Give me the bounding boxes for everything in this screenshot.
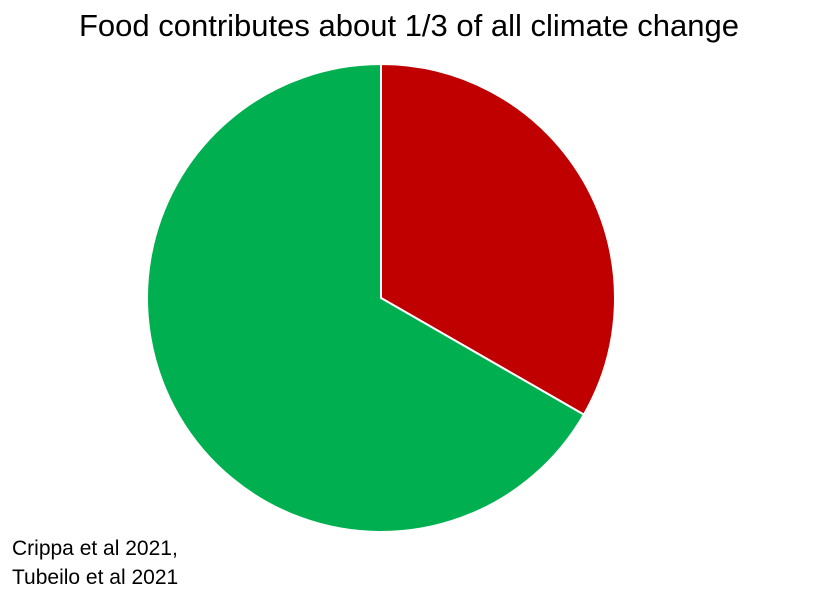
chart-title: Food contributes about 1/3 of all climat… — [78, 8, 740, 43]
pie-slice-1 — [380, 63, 616, 416]
source-line-2: Tubeilo et al 2021 — [12, 566, 179, 589]
source-line-1: Crippa et al 2021, — [12, 537, 178, 560]
pie-slices — [146, 63, 616, 533]
pie-slice-2 — [146, 63, 585, 533]
source-note: Crippa et al 2021, Tubeilo et al 2021 — [12, 534, 178, 592]
